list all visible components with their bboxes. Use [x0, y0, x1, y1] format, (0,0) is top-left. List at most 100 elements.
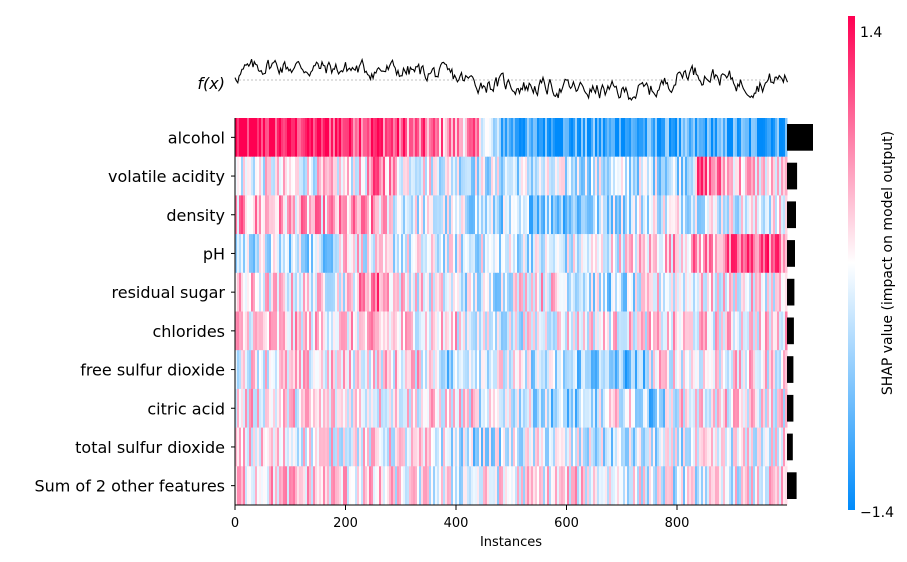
heatmap-cell [767, 195, 770, 235]
heatmap-cell [665, 427, 668, 467]
heatmap-cell [609, 427, 612, 467]
heatmap-cell [627, 466, 630, 506]
heatmap-cell [579, 195, 582, 235]
heatmap-cell [687, 195, 690, 235]
heatmap-cell [479, 272, 482, 312]
heatmap-cell [595, 466, 598, 506]
heatmap-cell [351, 427, 354, 467]
heatmap-cell [715, 427, 718, 467]
heatmap-cell [511, 195, 514, 235]
heatmap-cell [607, 311, 610, 351]
heatmap-cell [745, 118, 748, 157]
heatmap-cell [533, 311, 536, 351]
heatmap-cell [277, 466, 280, 506]
heatmap-cell [481, 272, 484, 312]
heatmap-cell [775, 350, 778, 390]
heatmap-cell [597, 350, 600, 390]
heatmap-cell [575, 234, 578, 274]
heatmap-cell [689, 388, 692, 428]
heatmap-cell [653, 156, 656, 196]
heatmap-cell [261, 195, 264, 235]
heatmap-cell [243, 272, 246, 312]
heatmap-cell [489, 156, 492, 196]
heatmap-cell [285, 311, 288, 351]
heatmap-cell [371, 234, 374, 274]
heatmap-cell [731, 234, 734, 274]
heatmap-cell [503, 234, 506, 274]
heatmap-cell [693, 118, 696, 157]
heatmap-cell [341, 350, 344, 390]
heatmap-cell [775, 195, 778, 235]
heatmap-cell [707, 272, 710, 312]
heatmap-cell [511, 118, 514, 157]
heatmap-cell [709, 350, 712, 390]
heatmap-cell [275, 156, 278, 196]
heatmap-cell [703, 156, 706, 196]
heatmap-cell [681, 466, 684, 506]
heatmap-cell [713, 272, 716, 312]
heatmap-cell [423, 311, 426, 351]
heatmap-cell [715, 118, 718, 157]
heatmap-cell [517, 388, 520, 428]
heatmap-cell [765, 350, 768, 390]
heatmap-cell [529, 195, 532, 235]
heatmap-cell [357, 388, 360, 428]
heatmap-cell [389, 118, 392, 157]
heatmap-cell [599, 156, 602, 196]
heatmap-cell [707, 195, 710, 235]
heatmap-cell [761, 156, 764, 196]
heatmap-cell [649, 195, 652, 235]
heatmap-cell [387, 427, 390, 467]
heatmap-cell [493, 272, 496, 312]
heatmap-cell [539, 311, 542, 351]
heatmap-cell [543, 118, 546, 157]
heatmap-cell [777, 466, 780, 506]
heatmap-cell [421, 311, 424, 351]
heatmap-cell [379, 272, 382, 312]
heatmap-cell [685, 156, 688, 196]
heatmap-cell [531, 311, 534, 351]
heatmap-cell [759, 311, 762, 351]
heatmap-cell [375, 156, 378, 196]
heatmap-cell [243, 118, 246, 157]
heatmap-cell [425, 311, 428, 351]
heatmap-cell [541, 195, 544, 235]
heatmap-cell [305, 311, 308, 351]
heatmap-cell [435, 272, 438, 312]
heatmap-cell [253, 272, 256, 312]
heatmap-cell [329, 350, 332, 390]
heatmap-cell [741, 195, 744, 235]
heatmap-cell [355, 156, 358, 196]
heatmap-cell [783, 311, 786, 351]
heatmap-cell [577, 466, 580, 506]
heatmap-cell [627, 195, 630, 235]
heatmap-cell [535, 350, 538, 390]
heatmap-cell [409, 350, 412, 390]
heatmap-cell [379, 427, 382, 467]
heatmap-cell [767, 272, 770, 312]
heatmap-cell [417, 234, 420, 274]
heatmap-cell [417, 272, 420, 312]
heatmap-cell [685, 311, 688, 351]
heatmap-cell [763, 466, 766, 506]
heatmap-cell [613, 350, 616, 390]
heatmap-cell [351, 234, 354, 274]
heatmap-cell [701, 311, 704, 351]
heatmap-cell [661, 195, 664, 235]
heatmap-cell [337, 156, 340, 196]
heatmap-cell [455, 350, 458, 390]
heatmap-cell [561, 466, 564, 506]
heatmap-cell [377, 427, 380, 467]
heatmap-cell [733, 388, 736, 428]
heatmap-cell [469, 311, 472, 351]
heatmap-cell [283, 311, 286, 351]
heatmap-cell [293, 195, 296, 235]
heatmap-cell [515, 118, 518, 157]
heatmap-cell [671, 234, 674, 274]
heatmap-cell [733, 350, 736, 390]
heatmap-cell [475, 118, 478, 157]
heatmap-cell [757, 234, 760, 274]
heatmap-cell [349, 466, 352, 506]
heatmap-cell [437, 388, 440, 428]
heatmap-cell [761, 388, 764, 428]
